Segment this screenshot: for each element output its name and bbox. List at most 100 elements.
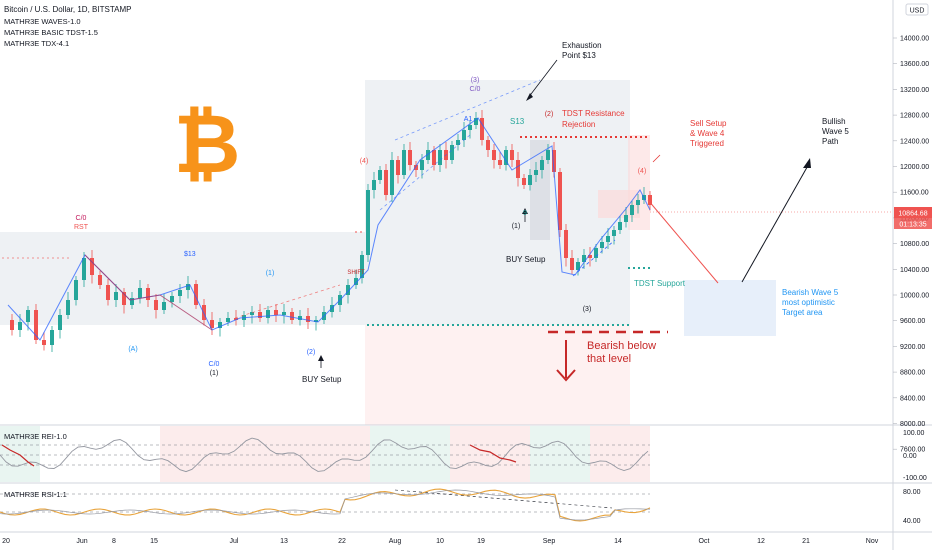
candle-body — [540, 160, 544, 170]
bearish-down-arrow-head — [556, 369, 576, 382]
exhaustion-label-line1: Exhaustion — [562, 41, 602, 50]
candle-body — [624, 215, 628, 222]
candle-body — [114, 292, 118, 300]
candle-body — [154, 300, 158, 310]
candle-body — [10, 320, 14, 330]
candle-body — [98, 275, 102, 285]
range-shade-left — [0, 232, 365, 325]
bearish-projection-line — [647, 199, 719, 284]
price-axis[interactable]: 14000.00 13600.00 13200.00 12800.00 12400.00… — [893, 36, 929, 454]
candle-body — [298, 316, 302, 320]
range-shade-pink — [365, 325, 630, 425]
candle-body — [234, 318, 238, 320]
candle-body — [360, 255, 364, 278]
time-axis[interactable]: 20 Jun 8 15 Jul 13 22 Aug 10 19 Sep 14 Oct 12 21 Nov — [2, 538, 879, 545]
buy-arrow-head-1 — [522, 208, 528, 214]
candle-body — [42, 340, 46, 345]
candle-body — [290, 312, 294, 320]
countdown-badge — [894, 218, 932, 229]
candle-body — [420, 160, 424, 170]
price-tick-label: 10800.00 — [900, 241, 929, 248]
indicator-label-tdx[interactable]: MATHR3E TDX-4.1 — [4, 39, 69, 48]
candle-body — [122, 292, 126, 305]
wave-1-mid: (1) — [512, 223, 521, 230]
wave-2-mid: (2) — [545, 111, 554, 118]
tdst-resistance-label-line2: Rejection — [562, 120, 595, 129]
wave-path-red — [84, 254, 213, 331]
candle-body — [474, 118, 478, 125]
price-tick-label: 12000.00 — [900, 164, 929, 171]
svg-text:₿: ₿ — [174, 99, 241, 190]
wave-c0-top: C/0 — [470, 86, 481, 93]
candle-body — [372, 180, 376, 190]
candle-body — [414, 165, 418, 170]
candle-body — [480, 118, 484, 140]
candle-body — [210, 320, 214, 328]
candle-body — [306, 316, 310, 322]
currency-badge[interactable] — [905, 3, 929, 16]
indicator-label-waves[interactable]: MATHR3E WAVES-1.0 — [4, 17, 81, 26]
candle-body — [74, 280, 78, 300]
indicator-label-tdst[interactable]: MATHR3E BASIC TDST-1.5 — [4, 28, 98, 37]
time-tick-label: 15 — [150, 538, 158, 545]
currency-label: USD — [910, 8, 925, 15]
bullish-arrow-line — [741, 161, 811, 283]
price-tick-label: 12800.00 — [900, 113, 929, 120]
rei-label[interactable]: MATHR3E REI-1.0 — [4, 432, 67, 441]
setup-box — [530, 140, 550, 240]
candle-body — [378, 170, 382, 180]
time-tick-label: 20 — [2, 538, 10, 545]
buy-setup-label-2: BUY Setup — [302, 375, 342, 384]
candle-body — [528, 175, 532, 185]
sell-setup-label-line1: Sell Setup — [690, 119, 727, 128]
time-tick-label: 12 — [757, 538, 765, 545]
candle-body — [194, 284, 198, 305]
channel-upper — [394, 79, 541, 141]
rei-tick-0: 0.00 — [903, 453, 917, 460]
candle-body — [582, 255, 586, 262]
candle-body — [600, 242, 604, 248]
symbol-title[interactable]: Bitcoin / U.S. Dollar, 1D, BITSTAMP — [4, 5, 131, 14]
bullish-label-line2: Wave 5 — [822, 127, 849, 136]
time-tick-label: Aug — [389, 538, 402, 545]
rei-red-segment-1 — [1, 444, 35, 467]
bitcoin-logo-icon: ₿ — [174, 99, 241, 190]
wave-1-blue: (1) — [266, 270, 275, 277]
rei-shade-6 — [590, 426, 650, 482]
bullish-label-line1: Bullish — [822, 117, 846, 126]
sell-arrow-line — [652, 154, 661, 163]
time-tick-label: Sep — [543, 538, 556, 545]
candle-body — [402, 150, 406, 175]
rei-tick-100: 100.00 — [903, 430, 925, 437]
candle-body — [462, 130, 466, 140]
candle-body — [26, 310, 30, 322]
candle-body — [570, 258, 574, 270]
rsi-label[interactable]: MATHR3E RSI-1.1 — [4, 490, 67, 499]
rsi-line — [0, 488, 651, 522]
candle-body — [630, 205, 634, 215]
candle-body — [564, 230, 568, 258]
candle-body — [432, 150, 436, 165]
s13-label: S13 — [510, 117, 525, 126]
price-tick-label: 9600.00 — [900, 318, 925, 325]
candle-body — [346, 285, 350, 295]
wave-2-low: (2) — [307, 349, 316, 356]
candle-body — [390, 160, 394, 195]
candle-body — [58, 315, 62, 330]
wave-shift: SHIFT — [347, 270, 365, 276]
candle-body — [138, 288, 142, 298]
candle-body — [636, 200, 640, 205]
candle-body — [18, 322, 22, 330]
wave-4-right: (4) — [638, 168, 647, 175]
candle-body — [594, 248, 598, 258]
exhaustion-label-line2: Point $13 — [562, 51, 596, 60]
time-tick-label: 14 — [614, 538, 622, 545]
candle-body — [456, 140, 460, 145]
price-tick-label: 13200.00 — [900, 87, 929, 94]
wave-c0-left: C/0 — [76, 215, 87, 222]
price-tick-label: 10400.00 — [900, 267, 929, 274]
rei-shade-1 — [0, 426, 40, 482]
time-tick-label: Jul — [230, 538, 239, 545]
rei-line — [0, 437, 649, 473]
